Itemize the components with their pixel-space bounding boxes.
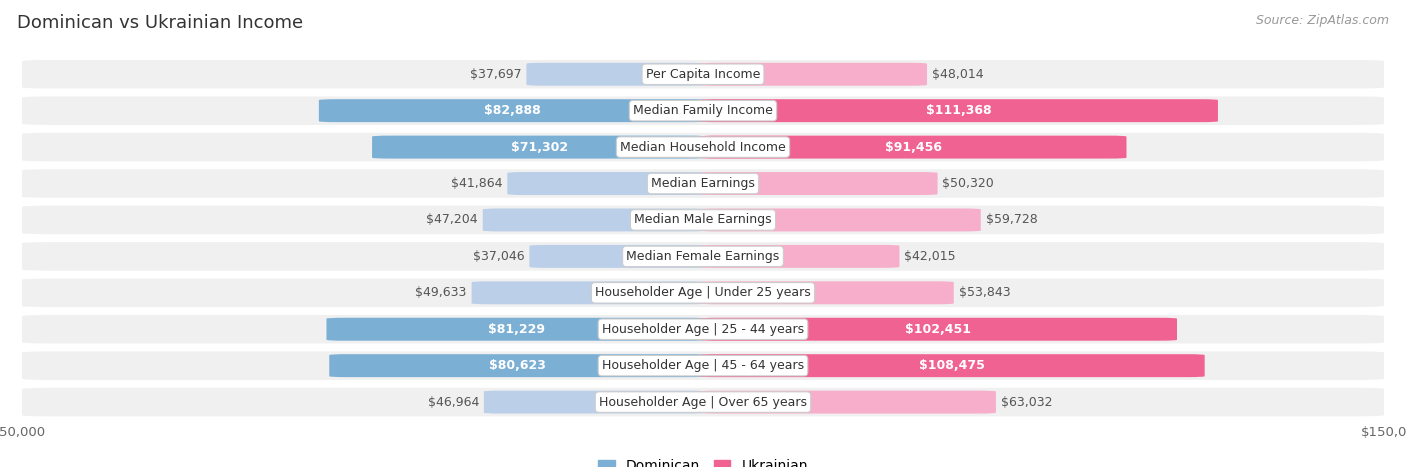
Text: $59,728: $59,728: [986, 213, 1038, 226]
Text: $81,229: $81,229: [488, 323, 546, 336]
Legend: Dominican, Ukrainian: Dominican, Ukrainian: [592, 454, 814, 467]
FancyBboxPatch shape: [21, 277, 1385, 308]
Text: $48,014: $48,014: [932, 68, 983, 81]
Text: $80,623: $80,623: [489, 359, 547, 372]
Text: $63,032: $63,032: [1001, 396, 1052, 409]
Text: Median Family Income: Median Family Income: [633, 104, 773, 117]
FancyBboxPatch shape: [21, 95, 1385, 126]
Text: $42,015: $42,015: [904, 250, 956, 263]
FancyBboxPatch shape: [700, 281, 953, 304]
FancyBboxPatch shape: [700, 318, 1177, 341]
Text: $37,046: $37,046: [472, 250, 524, 263]
Text: Dominican vs Ukrainian Income: Dominican vs Ukrainian Income: [17, 14, 304, 32]
FancyBboxPatch shape: [700, 172, 938, 195]
FancyBboxPatch shape: [21, 59, 1385, 90]
Text: Median Female Earnings: Median Female Earnings: [627, 250, 779, 263]
Text: $91,456: $91,456: [884, 141, 942, 154]
Text: $50,320: $50,320: [942, 177, 994, 190]
Text: $46,964: $46,964: [427, 396, 479, 409]
FancyBboxPatch shape: [326, 318, 706, 341]
FancyBboxPatch shape: [700, 245, 900, 268]
FancyBboxPatch shape: [471, 281, 706, 304]
FancyBboxPatch shape: [373, 135, 706, 159]
FancyBboxPatch shape: [319, 99, 706, 122]
Text: Householder Age | Under 25 years: Householder Age | Under 25 years: [595, 286, 811, 299]
FancyBboxPatch shape: [21, 350, 1385, 381]
FancyBboxPatch shape: [21, 387, 1385, 417]
FancyBboxPatch shape: [700, 99, 1218, 122]
Text: $111,368: $111,368: [927, 104, 991, 117]
Text: Median Male Earnings: Median Male Earnings: [634, 213, 772, 226]
FancyBboxPatch shape: [21, 314, 1385, 345]
FancyBboxPatch shape: [526, 63, 706, 86]
Text: $82,888: $82,888: [484, 104, 541, 117]
Text: $53,843: $53,843: [959, 286, 1010, 299]
FancyBboxPatch shape: [530, 245, 706, 268]
FancyBboxPatch shape: [700, 63, 927, 86]
Text: $71,302: $71,302: [510, 141, 568, 154]
Text: $41,864: $41,864: [451, 177, 502, 190]
Text: Householder Age | Over 65 years: Householder Age | Over 65 years: [599, 396, 807, 409]
FancyBboxPatch shape: [508, 172, 706, 195]
Text: Householder Age | 25 - 44 years: Householder Age | 25 - 44 years: [602, 323, 804, 336]
FancyBboxPatch shape: [700, 208, 981, 232]
Text: $47,204: $47,204: [426, 213, 478, 226]
Text: Median Household Income: Median Household Income: [620, 141, 786, 154]
Text: Householder Age | 45 - 64 years: Householder Age | 45 - 64 years: [602, 359, 804, 372]
FancyBboxPatch shape: [700, 135, 1126, 159]
FancyBboxPatch shape: [21, 241, 1385, 272]
Text: Source: ZipAtlas.com: Source: ZipAtlas.com: [1256, 14, 1389, 27]
Text: $49,633: $49,633: [415, 286, 467, 299]
FancyBboxPatch shape: [21, 205, 1385, 235]
FancyBboxPatch shape: [21, 168, 1385, 199]
FancyBboxPatch shape: [21, 132, 1385, 163]
FancyBboxPatch shape: [700, 390, 995, 414]
Text: Median Earnings: Median Earnings: [651, 177, 755, 190]
FancyBboxPatch shape: [700, 354, 1205, 377]
Text: $108,475: $108,475: [920, 359, 986, 372]
Text: Per Capita Income: Per Capita Income: [645, 68, 761, 81]
FancyBboxPatch shape: [482, 208, 706, 232]
Text: $37,697: $37,697: [470, 68, 522, 81]
FancyBboxPatch shape: [484, 390, 706, 414]
Text: $102,451: $102,451: [905, 323, 972, 336]
FancyBboxPatch shape: [329, 354, 706, 377]
